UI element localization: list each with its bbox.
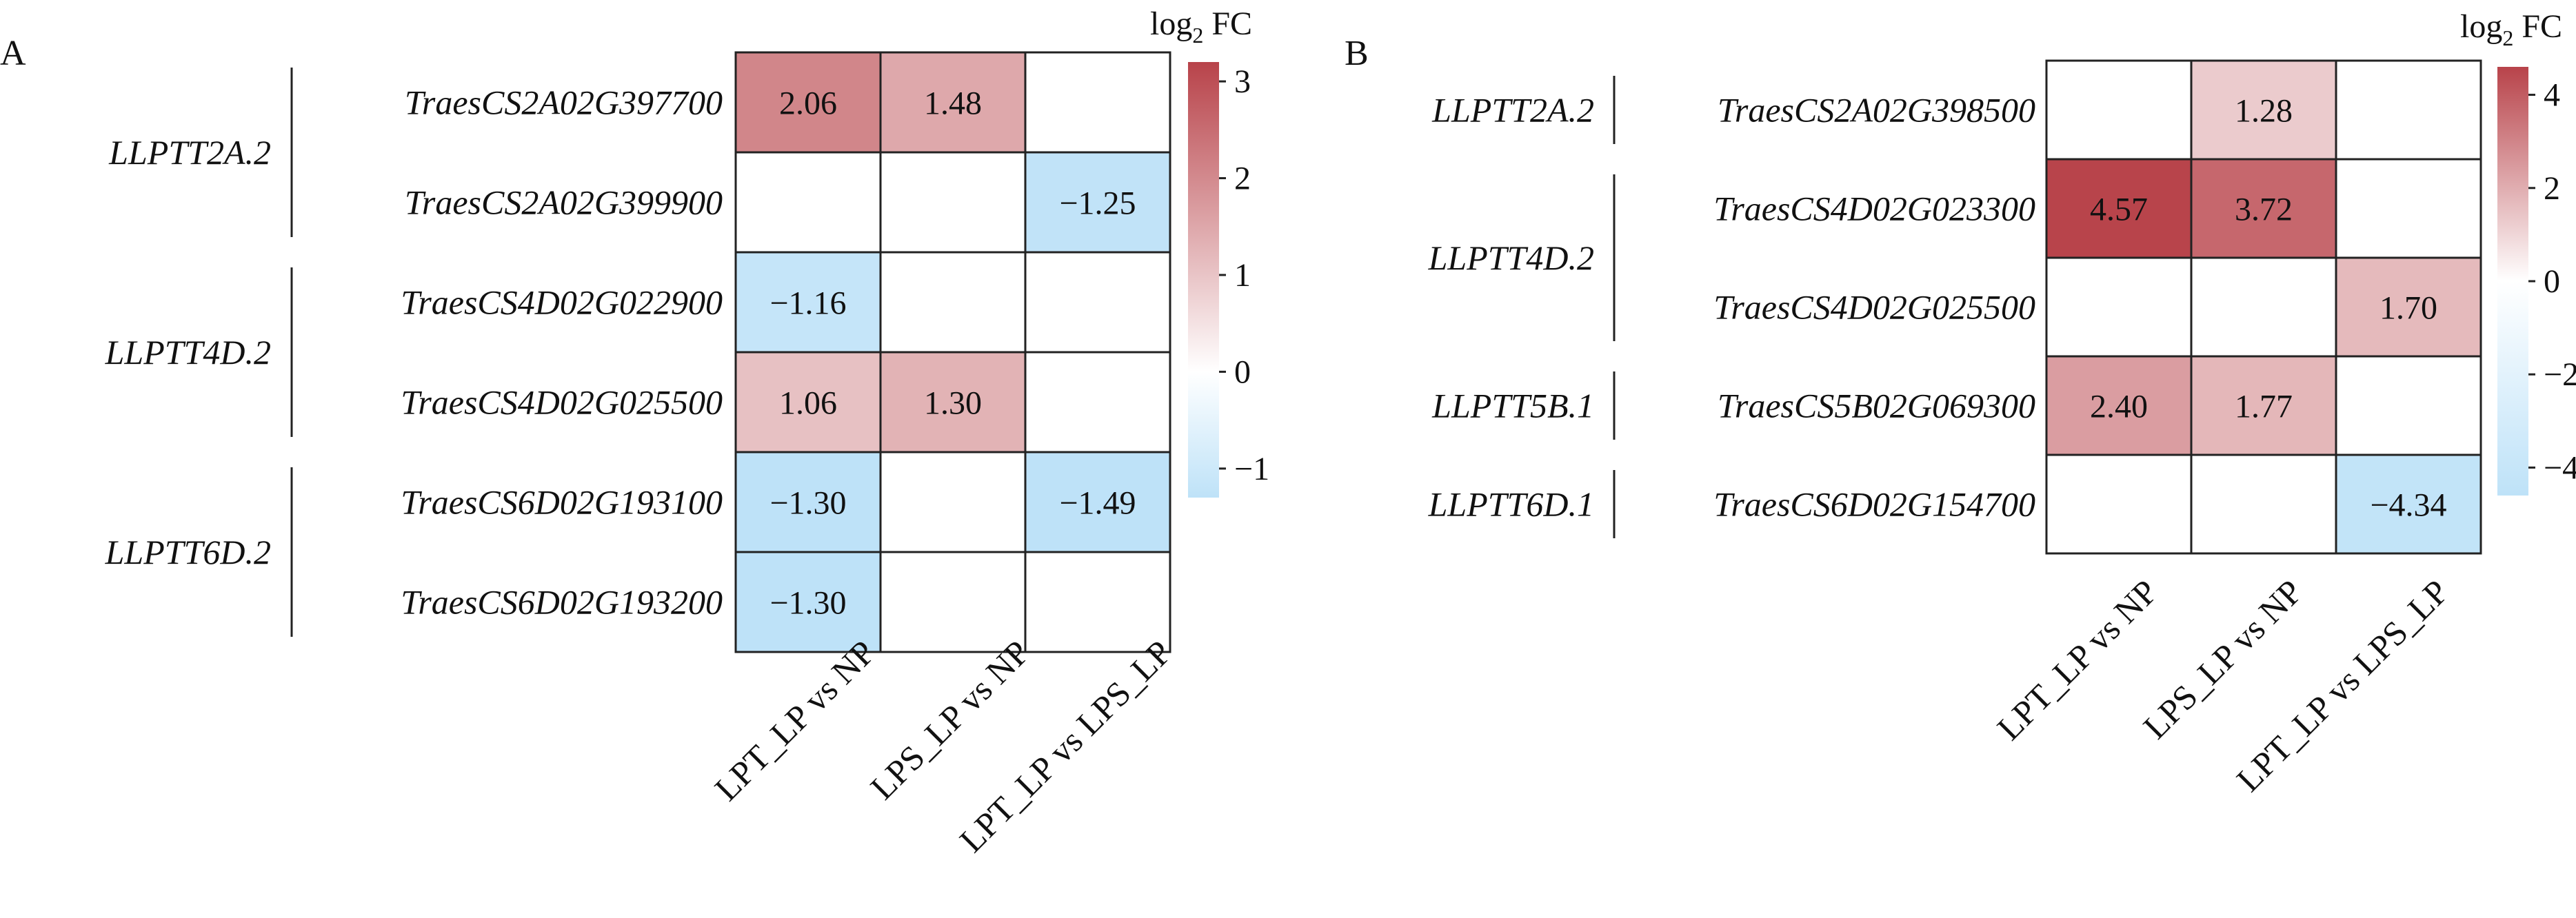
gene-label: TraesCS2A02G399900	[405, 183, 723, 222]
cell-value-label: −1.49	[1059, 485, 1136, 522]
cell-value-label: −4.34	[2370, 487, 2446, 524]
heatmap-cell	[2045, 453, 2193, 555]
legend-tick-label: 3	[1234, 63, 1251, 100]
gene-label: TraesCS2A02G397700	[405, 83, 723, 122]
legend-title-base: log	[2460, 8, 2502, 45]
legend-tick-label: 0	[1234, 354, 1251, 390]
panel-label: A	[0, 34, 26, 73]
legend-title: log2 FC	[2460, 8, 2562, 50]
cell-value-label: 1.28	[2235, 93, 2293, 130]
cell-value-label: 1.06	[779, 385, 837, 422]
heatmap-cell	[1024, 251, 1171, 354]
gene-label: TraesCS4D02G025500	[401, 383, 723, 422]
legend-tick-label: 4	[2544, 77, 2560, 114]
row-group-label: LLPTT6D.2	[105, 533, 271, 571]
heatmap-cell	[2045, 256, 2193, 358]
cell-value-label: −1.30	[769, 485, 846, 522]
legend-tick-label: 2	[1234, 161, 1251, 197]
heatmap-cell	[2335, 158, 2482, 259]
heatmap-cell	[879, 551, 1027, 653]
gene-label: TraesCS5B02G069300	[1718, 387, 2035, 425]
gene-label: TraesCS4D02G023300	[1713, 190, 2035, 228]
cell-value-label: 1.70	[2379, 290, 2437, 327]
cell-value-label: −1.30	[769, 585, 846, 622]
gene-label: TraesCS2A02G398500	[1718, 91, 2035, 130]
legend-title-suffix: FC	[2513, 8, 2562, 45]
legend-title-subscript: 2	[2502, 26, 2513, 50]
heatmap-cell	[1024, 451, 1171, 553]
heatmap-cell	[2045, 355, 2193, 456]
heatmap-panel-a: A LLPTT2A.2 TraesCS2A02G397700 TraesCS2A02G…	[0, 6, 1269, 859]
row-group-label: LLPTT4D.2	[105, 333, 271, 371]
heatmap-cell	[734, 551, 882, 653]
row-group-label: LLPTT2A.2	[108, 133, 271, 172]
legend-colorbar	[1188, 62, 1219, 498]
heatmap-cell	[1024, 51, 1171, 154]
heatmap-cell	[1024, 151, 1171, 254]
legend-tick-label: 0	[2544, 263, 2560, 300]
heatmap-cell	[2335, 355, 2482, 456]
legend-tick-label: −2	[2544, 356, 2576, 393]
row-group-label: LLPTT5B.1	[1431, 387, 1594, 425]
legend-tick-label: 1	[1234, 257, 1251, 294]
gene-label: TraesCS6D02G154700	[1713, 485, 2035, 524]
gene-label: TraesCS4D02G022900	[401, 283, 723, 322]
heatmap-cell	[2190, 355, 2337, 456]
row-group-label: LLPTT2A.2	[1431, 91, 1594, 130]
cell-value-label: 2.40	[2090, 389, 2148, 425]
legend-tick-label: −4	[2544, 449, 2576, 486]
row-group-label: LLPTT6D.1	[1428, 485, 1594, 524]
heatmap-cell	[2335, 59, 2482, 161]
legend-title-subscript: 2	[1192, 23, 1203, 48]
heatmap-cell	[734, 151, 882, 254]
gene-label: TraesCS6D02G193200	[401, 583, 723, 622]
heatmap-cell	[734, 51, 882, 154]
cell-value-label: 4.57	[2090, 192, 2148, 228]
heatmap-cell	[1024, 351, 1171, 453]
legend-colorbar	[2497, 67, 2528, 496]
legend-tick-label: −1	[1234, 451, 1269, 487]
cell-value-label: 1.48	[924, 85, 982, 122]
heatmap-cell	[879, 451, 1027, 553]
cell-value-label: −1.25	[1059, 185, 1136, 222]
heatmap-cell	[879, 151, 1027, 254]
legend-tick-label: 2	[2544, 170, 2560, 207]
cell-value-label: 3.72	[2235, 192, 2293, 228]
cell-value-label: 1.77	[2235, 389, 2293, 425]
heatmap-cell	[2335, 453, 2482, 555]
legend-title: log2 FC	[1150, 6, 1252, 48]
heatmap-panel-b: B LLPTT2A.2 TraesCS2A02G398500 LLPTT4D.2 Tra…	[1345, 8, 2576, 799]
heatmap-cell	[2045, 59, 2193, 161]
heatmap-cell	[2335, 256, 2482, 358]
heatmap-cell	[2045, 158, 2193, 259]
gene-label: TraesCS4D02G025500	[1713, 288, 2035, 327]
heatmap-cell	[879, 51, 1027, 154]
column-label: LPT_LP vs NP	[707, 633, 882, 808]
gene-label: TraesCS6D02G193100	[401, 483, 723, 522]
legend-title-suffix: FC	[1203, 6, 1252, 42]
heatmap-cell	[1024, 551, 1171, 653]
cell-value-label: −1.16	[769, 285, 846, 322]
cell-value-label: 1.30	[924, 385, 982, 422]
panel-label: B	[1345, 34, 1369, 73]
cell-value-label: 2.06	[779, 85, 837, 122]
heatmap-cell	[879, 251, 1027, 354]
row-group-label: LLPTT4D.2	[1428, 238, 1594, 277]
heatmap-cell	[2190, 256, 2337, 358]
legend-title-base: log	[1150, 6, 1192, 42]
heatmap-cell	[2190, 453, 2337, 555]
heatmap-cell	[2190, 158, 2337, 259]
